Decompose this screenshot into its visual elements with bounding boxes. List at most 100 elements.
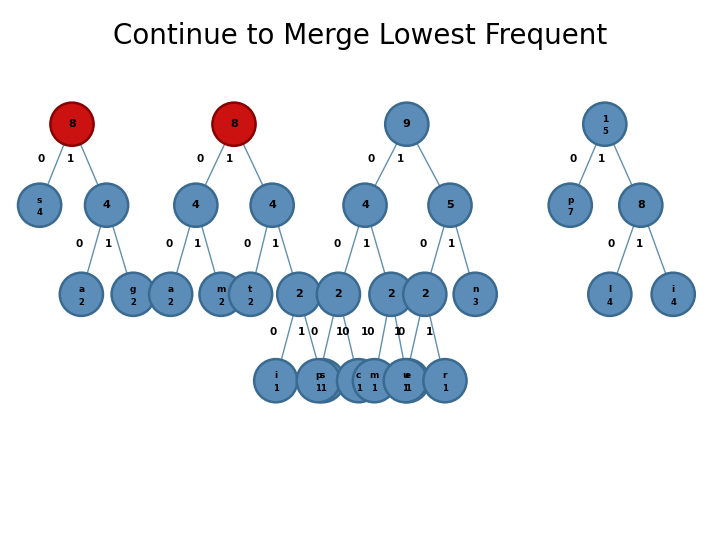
Text: 2: 2	[387, 289, 395, 299]
Text: s: s	[37, 195, 42, 205]
Text: 5: 5	[602, 127, 608, 137]
Ellipse shape	[337, 359, 380, 402]
Text: 0: 0	[419, 239, 427, 249]
Text: 2: 2	[248, 298, 253, 307]
Text: 9: 9	[403, 119, 410, 129]
Text: 2: 2	[168, 298, 174, 307]
Text: 4: 4	[607, 298, 613, 307]
Text: p: p	[567, 195, 573, 205]
Ellipse shape	[60, 273, 103, 316]
Text: 1: 1	[397, 154, 404, 164]
Text: 2: 2	[78, 298, 84, 307]
Text: 3: 3	[472, 298, 478, 307]
Ellipse shape	[423, 359, 467, 402]
Ellipse shape	[18, 184, 61, 227]
Text: 7: 7	[567, 208, 573, 218]
Ellipse shape	[385, 103, 428, 146]
Text: Continue to Merge Lowest Frequent: Continue to Merge Lowest Frequent	[113, 22, 607, 50]
Text: 2: 2	[295, 289, 302, 299]
Text: 1: 1	[448, 239, 456, 249]
Ellipse shape	[174, 184, 217, 227]
Text: 4: 4	[361, 200, 369, 210]
Ellipse shape	[297, 359, 340, 402]
Text: 1: 1	[273, 384, 279, 393]
Text: 1: 1	[362, 239, 370, 249]
Text: 0: 0	[397, 327, 405, 337]
Text: 4: 4	[670, 298, 676, 307]
Text: t: t	[248, 285, 253, 294]
Text: 0: 0	[333, 239, 341, 249]
Ellipse shape	[277, 273, 320, 316]
Ellipse shape	[588, 273, 631, 316]
Text: s: s	[320, 371, 325, 380]
Ellipse shape	[199, 273, 243, 316]
Ellipse shape	[386, 359, 429, 402]
Ellipse shape	[384, 359, 427, 402]
Text: 1: 1	[393, 327, 401, 337]
Text: 8: 8	[68, 119, 76, 129]
Ellipse shape	[549, 184, 592, 227]
Text: r: r	[443, 371, 447, 380]
Text: 4: 4	[269, 200, 276, 210]
Ellipse shape	[403, 273, 446, 316]
Text: 1: 1	[426, 327, 433, 337]
Text: 0: 0	[269, 327, 276, 337]
Text: 0: 0	[607, 239, 615, 249]
Text: 1: 1	[372, 384, 377, 393]
Text: 5: 5	[446, 200, 454, 210]
Text: 1: 1	[298, 327, 305, 337]
Ellipse shape	[369, 273, 413, 316]
Text: c: c	[356, 371, 361, 380]
Text: u: u	[402, 371, 409, 380]
Text: e: e	[405, 371, 410, 380]
Text: 1: 1	[320, 384, 325, 393]
Text: n: n	[472, 285, 479, 294]
Text: 2: 2	[335, 289, 342, 299]
Text: 0: 0	[310, 327, 318, 337]
Text: 0: 0	[243, 239, 251, 249]
Text: 0: 0	[165, 239, 173, 249]
Text: l: l	[608, 285, 611, 294]
Ellipse shape	[317, 273, 360, 316]
Text: 1: 1	[315, 384, 321, 393]
Ellipse shape	[85, 184, 128, 227]
Text: 1: 1	[598, 154, 606, 164]
Text: i: i	[672, 285, 675, 294]
Ellipse shape	[619, 184, 662, 227]
Text: m: m	[369, 371, 379, 380]
Ellipse shape	[50, 103, 94, 146]
Ellipse shape	[149, 273, 192, 316]
Text: 0: 0	[37, 154, 45, 164]
Ellipse shape	[454, 273, 497, 316]
Text: m: m	[216, 285, 226, 294]
Text: 1: 1	[402, 384, 408, 393]
Text: 1: 1	[405, 384, 410, 393]
Text: 0: 0	[76, 239, 84, 249]
Ellipse shape	[428, 184, 472, 227]
Ellipse shape	[343, 184, 387, 227]
Text: 2: 2	[421, 289, 428, 299]
Ellipse shape	[112, 273, 155, 316]
Text: 1: 1	[602, 114, 608, 124]
Text: a: a	[168, 285, 174, 294]
Text: 1: 1	[636, 239, 644, 249]
Text: 8: 8	[637, 200, 644, 210]
Text: 0: 0	[570, 154, 577, 164]
Text: 0: 0	[368, 154, 375, 164]
Text: 1: 1	[66, 154, 74, 164]
Ellipse shape	[301, 359, 344, 402]
Text: 4: 4	[192, 200, 199, 210]
Text: 1: 1	[356, 384, 361, 393]
Text: 1: 1	[194, 239, 202, 249]
Ellipse shape	[254, 359, 297, 402]
Text: 4: 4	[103, 200, 110, 210]
Text: 4: 4	[37, 208, 42, 218]
Ellipse shape	[212, 103, 256, 146]
Text: g: g	[130, 285, 136, 294]
Text: 0: 0	[197, 154, 204, 164]
Text: 2: 2	[218, 298, 224, 307]
Text: 8: 8	[230, 119, 238, 129]
Ellipse shape	[652, 273, 695, 316]
Ellipse shape	[353, 359, 396, 402]
Text: 10: 10	[336, 327, 350, 337]
